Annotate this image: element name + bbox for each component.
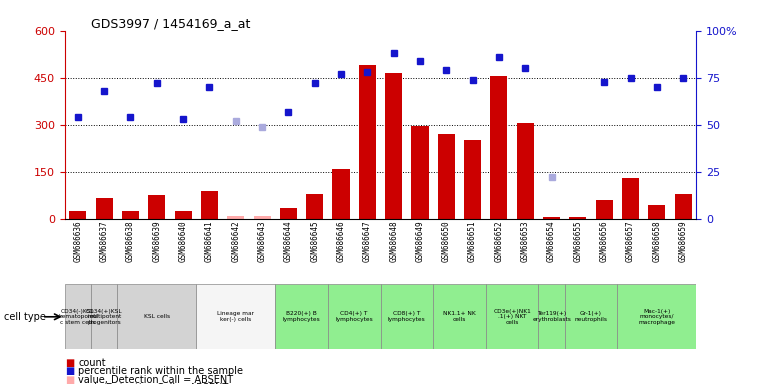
Text: cell type: cell type bbox=[4, 312, 46, 322]
Text: Lineage mar
ker(-) cells: Lineage mar ker(-) cells bbox=[217, 311, 254, 322]
Text: GSM686648: GSM686648 bbox=[389, 220, 398, 262]
Bar bbox=[328, 284, 380, 349]
Text: GDS3997 / 1454169_a_at: GDS3997 / 1454169_a_at bbox=[91, 17, 250, 30]
Bar bbox=[464, 141, 481, 219]
Bar bbox=[539, 284, 565, 349]
Bar bbox=[617, 284, 696, 349]
Bar bbox=[412, 126, 428, 219]
Text: GSM686652: GSM686652 bbox=[495, 220, 504, 262]
Bar bbox=[385, 73, 403, 219]
Text: NK1.1+ NK
cells: NK1.1+ NK cells bbox=[443, 311, 476, 322]
Text: GSM686650: GSM686650 bbox=[442, 220, 451, 262]
Bar bbox=[333, 169, 349, 219]
Text: GSM686643: GSM686643 bbox=[257, 220, 266, 262]
Text: GSM686637: GSM686637 bbox=[100, 220, 109, 262]
Bar bbox=[91, 284, 117, 349]
Text: GSM686649: GSM686649 bbox=[416, 220, 425, 262]
Bar bbox=[275, 284, 328, 349]
Bar bbox=[253, 216, 271, 219]
Bar bbox=[65, 284, 91, 349]
Text: GSM686645: GSM686645 bbox=[310, 220, 319, 262]
Bar bbox=[569, 217, 587, 219]
Bar bbox=[280, 208, 297, 219]
Text: KSL cells: KSL cells bbox=[144, 314, 170, 319]
Bar bbox=[196, 284, 275, 349]
Text: B220(+) B
lymphocytes: B220(+) B lymphocytes bbox=[282, 311, 320, 322]
Text: CD4(+) T
lymphocytes: CD4(+) T lymphocytes bbox=[336, 311, 373, 322]
Text: Ter119(+)
erythroblasts: Ter119(+) erythroblasts bbox=[532, 311, 571, 322]
Bar bbox=[174, 211, 192, 219]
Text: GSM686646: GSM686646 bbox=[336, 220, 345, 262]
Text: GSM686641: GSM686641 bbox=[205, 220, 214, 262]
Text: rank, Detection Call = ABSENT: rank, Detection Call = ABSENT bbox=[78, 383, 228, 384]
Bar bbox=[543, 217, 560, 219]
Text: GSM686651: GSM686651 bbox=[468, 220, 477, 262]
Bar bbox=[306, 194, 323, 219]
Bar bbox=[201, 191, 218, 219]
Text: value, Detection Call = ABSENT: value, Detection Call = ABSENT bbox=[78, 375, 234, 384]
Text: count: count bbox=[78, 358, 106, 368]
Text: ■: ■ bbox=[65, 358, 74, 368]
Bar bbox=[517, 123, 533, 219]
Text: GSM686656: GSM686656 bbox=[600, 220, 609, 262]
Text: Gr-1(+)
neutrophils: Gr-1(+) neutrophils bbox=[575, 311, 607, 322]
Text: ■: ■ bbox=[65, 383, 74, 384]
Bar bbox=[380, 284, 433, 349]
Text: Mac-1(+)
monocytes/
macrophage: Mac-1(+) monocytes/ macrophage bbox=[638, 308, 675, 325]
Bar bbox=[486, 284, 539, 349]
Text: GSM686647: GSM686647 bbox=[363, 220, 372, 262]
Bar bbox=[490, 76, 508, 219]
Text: ■: ■ bbox=[65, 366, 74, 376]
Text: GSM686640: GSM686640 bbox=[179, 220, 188, 262]
Text: GSM686642: GSM686642 bbox=[231, 220, 240, 262]
Bar bbox=[358, 65, 376, 219]
Text: CD34(-)KSL
hematopoieti
c stem cells: CD34(-)KSL hematopoieti c stem cells bbox=[59, 308, 97, 325]
Text: GSM686636: GSM686636 bbox=[73, 220, 82, 262]
Bar bbox=[117, 284, 196, 349]
Text: GSM686654: GSM686654 bbox=[547, 220, 556, 262]
Text: GSM686644: GSM686644 bbox=[284, 220, 293, 262]
Bar bbox=[69, 211, 87, 219]
Bar bbox=[148, 195, 165, 219]
Bar bbox=[433, 284, 486, 349]
Text: GSM686657: GSM686657 bbox=[626, 220, 635, 262]
Bar bbox=[228, 216, 244, 219]
Text: percentile rank within the sample: percentile rank within the sample bbox=[78, 366, 244, 376]
Bar bbox=[648, 205, 665, 219]
Text: GSM686658: GSM686658 bbox=[652, 220, 661, 262]
Text: GSM686659: GSM686659 bbox=[679, 220, 688, 262]
Bar bbox=[96, 199, 113, 219]
Text: CD34(+)KSL
multipotent
progenitors: CD34(+)KSL multipotent progenitors bbox=[86, 308, 123, 325]
Bar bbox=[596, 200, 613, 219]
Text: GSM686653: GSM686653 bbox=[521, 220, 530, 262]
Text: GSM686655: GSM686655 bbox=[573, 220, 582, 262]
Bar bbox=[438, 134, 455, 219]
Bar bbox=[674, 194, 692, 219]
Bar bbox=[122, 211, 139, 219]
Text: GSM686639: GSM686639 bbox=[152, 220, 161, 262]
Text: ■: ■ bbox=[65, 375, 74, 384]
Bar bbox=[622, 178, 639, 219]
Text: CD8(+) T
lymphocytes: CD8(+) T lymphocytes bbox=[388, 311, 425, 322]
Text: CD3e(+)NK1
.1(+) NKT
cells: CD3e(+)NK1 .1(+) NKT cells bbox=[493, 308, 531, 325]
Bar bbox=[565, 284, 617, 349]
Text: GSM686638: GSM686638 bbox=[126, 220, 135, 262]
